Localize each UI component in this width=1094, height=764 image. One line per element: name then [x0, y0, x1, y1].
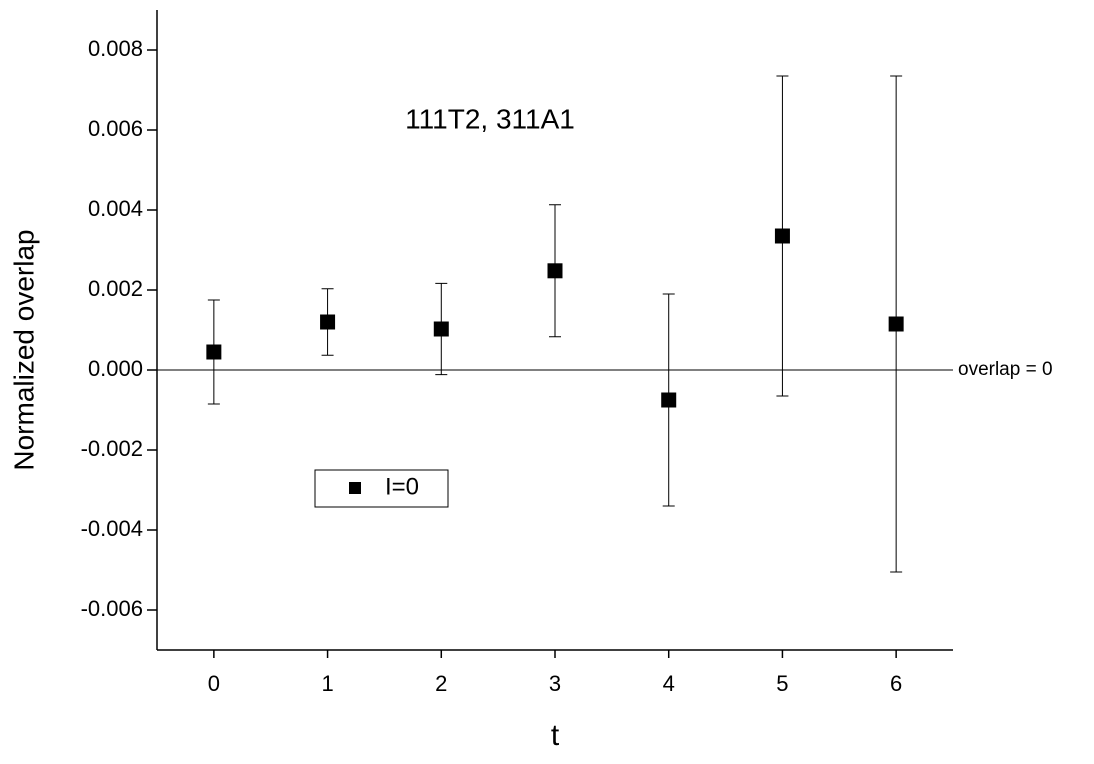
x-tick-label: 1 — [321, 671, 333, 696]
y-tick-label: 0.004 — [88, 196, 143, 221]
x-tick-label: 2 — [435, 671, 447, 696]
marker — [206, 344, 222, 360]
marker — [888, 316, 904, 332]
marker — [433, 321, 449, 337]
y-tick-label: 0.002 — [88, 276, 143, 301]
legend-marker — [349, 482, 361, 494]
y-axis-label: Normalized overlap — [8, 229, 39, 470]
annotation: 111T2, 311A1 — [405, 103, 575, 134]
x-axis-label: t — [551, 719, 560, 752]
y-tick-label: -0.004 — [81, 516, 143, 541]
y-tick-label: -0.006 — [81, 596, 143, 621]
x-tick-label: 4 — [663, 671, 675, 696]
marker — [774, 228, 790, 244]
marker — [547, 263, 563, 279]
reference-label: overlap = 0 — [958, 359, 1053, 380]
legend-label: I=0 — [385, 473, 419, 500]
marker — [661, 392, 677, 408]
x-tick-label: 0 — [208, 671, 220, 696]
x-tick-label: 3 — [549, 671, 561, 696]
y-tick-label: 0.000 — [88, 356, 143, 381]
legend-box — [314, 469, 449, 508]
y-tick-label: 0.008 — [88, 36, 143, 61]
marker — [320, 314, 336, 330]
y-tick-label: -0.002 — [81, 436, 143, 461]
x-tick-label: 6 — [890, 671, 902, 696]
x-tick-label: 5 — [776, 671, 788, 696]
y-tick-label: 0.006 — [88, 116, 143, 141]
